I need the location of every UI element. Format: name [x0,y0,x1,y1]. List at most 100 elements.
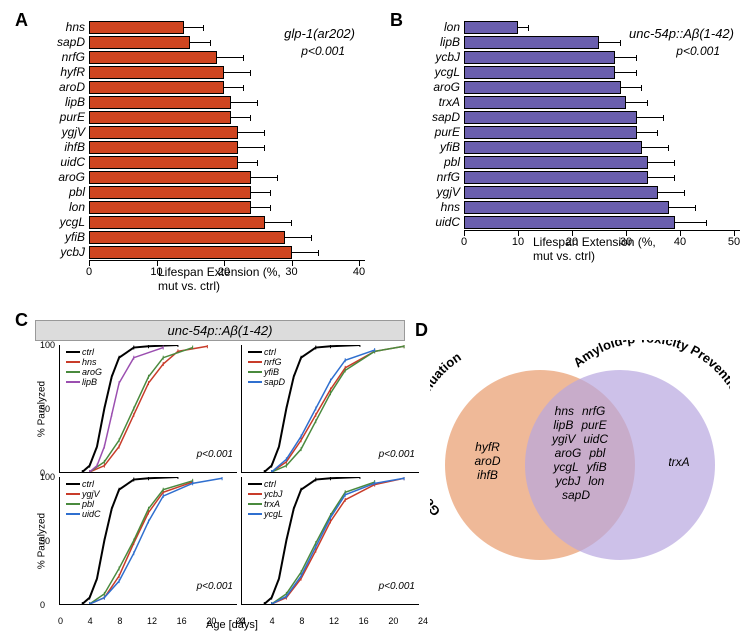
venn-left-genes: hyfRaroDihfB [460,440,515,482]
panel-a-label: A [15,10,28,31]
panel-b-label: B [390,10,403,31]
bar-label: purE [35,110,89,124]
subplot-legend: ctrlhnsaroGlipB [66,347,102,387]
bar-row: uidC [35,155,365,169]
bar-label: lipB [35,95,89,109]
bar-label: sapD [35,35,89,49]
bar-row: sapD [35,35,365,49]
panel-b-bars: lonlipBycbJycgLaroGtrxAsapDpurEyfiBpblnr… [410,20,740,229]
x-tick-label: 20 [566,236,578,248]
bar-label: aroG [410,80,464,94]
panel-b-barchart: unc-54p::Aβ(1-42) p<0.001 lonlipBycbJycg… [410,20,740,280]
panel-a-barchart: glp-1(ar202) p<0.001 hnssapDnrfGhyfRaroD… [35,20,365,300]
bar-row: yfiB [35,230,365,244]
bar-label: nrfG [35,50,89,64]
subplot-legend: ctrlycbJtrxAycgL [248,479,283,519]
bar-label: uidC [35,155,89,169]
x-tick-label: 0 [461,236,467,248]
y-tick-label: 50 [40,536,50,546]
subplot-pvalue: p<0.001 [379,449,415,460]
bar-row: purE [35,110,365,124]
bar-label: nrfG [410,170,464,184]
x-tick-label: 0 [86,266,92,278]
venn-overlap-genes: hnsnrfGlipBpurEygiVuidCaroGpblycgLyfiByc… [532,404,628,502]
panel-d-label: D [415,320,428,341]
bar-row: nrfG [410,170,740,184]
bar-label: lon [35,200,89,214]
bar-label: yfiB [35,230,89,244]
x-tick-label: 10 [150,266,162,278]
bar-label: uidC [410,215,464,229]
panel-c-label: C [15,310,28,331]
x-tick-label: 40 [674,236,686,248]
y-tick-label: 100 [40,340,55,350]
subplot-legend: ctrlygjVpbluidC [66,479,101,519]
bar-row: hns [410,200,740,214]
panel-b-xaxis: Lifespan Extension (%, mut vs. ctrl) 010… [464,230,740,259]
bar-row: ycgL [35,215,365,229]
bar-label: ygjV [410,185,464,199]
panel-c-lines: unc-54p::Aβ(1-42) ctrlhnsaroGlipBp<0.001… [35,320,405,620]
bar-row: pbl [410,155,740,169]
bar-row: hyfR [35,65,365,79]
subplot: ctrlycbJtrxAycgLp<0.00104812162024 [241,477,419,605]
panel-a-bars: hnssapDnrfGhyfRaroDlipBpurEygjVihfBuidCa… [35,20,365,259]
bar-row: lon [410,20,740,34]
bar-row: ycbJ [35,245,365,259]
bar-row: ygjV [410,185,740,199]
y-tick-label: 50 [40,404,50,414]
bar-label: lipB [410,35,464,49]
bar-label: pbl [410,155,464,169]
bar-label: ycgL [410,65,464,79]
subplot: ctrlnrfGyfiBsapD p<0.001 [241,345,419,473]
y-tick-label: 100 [40,472,55,482]
bar-row: pbl [35,185,365,199]
bar-label: hns [35,20,89,34]
bar-row: lipB [410,35,740,49]
bar-label: yfiB [410,140,464,154]
subplot-pvalue: p<0.001 [197,581,233,592]
bar-label: aroG [35,170,89,184]
subplot: ctrlygjVpbluidCp<0.001% Paralyzed0501000… [59,477,237,605]
panel-a-xaxis: Lifespan Extension (%, mut vs. ctrl) 010… [89,260,365,289]
bar-label: pbl [35,185,89,199]
y-tick-label: 0 [40,600,45,610]
x-tick-label: 20 [218,266,230,278]
bar-row: ycgL [410,65,740,79]
bar-label: ihfB [35,140,89,154]
bar-row: hns [35,20,365,34]
bar-row: yfiB [410,140,740,154]
bar-row: lipB [35,95,365,109]
panel-c-xtitle: Age [days] [59,619,405,631]
bar-row: trxA [410,95,740,109]
figure-container: A B C D glp-1(ar202) p<0.001 hnssapDnrfG… [10,10,740,634]
bar-label: ycbJ [35,245,89,259]
bar-label: trxA [410,95,464,109]
venn-right-genes: trxA [654,455,704,469]
bar-label: hyfR [35,65,89,79]
bar-row: ihfB [35,140,365,154]
bar-label: ycgL [35,215,89,229]
panel-c-header: unc-54p::Aβ(1-42) [35,320,405,341]
bar-label: lon [410,20,464,34]
panel-d-venn: Germline Tumor Attenuation Amyloid-β Tox… [430,340,730,610]
bar-row: nrfG [35,50,365,64]
subplot-pvalue: p<0.001 [197,449,233,460]
bar-label: hns [410,200,464,214]
subplot-pvalue: p<0.001 [379,581,415,592]
bar-row: ycbJ [410,50,740,64]
bar-label: ygjV [35,125,89,139]
bar-row: purE [410,125,740,139]
subplot-legend: ctrlnrfGyfiBsapD [248,347,285,387]
bar-row: lon [35,200,365,214]
bar-label: aroD [35,80,89,94]
bar-row: aroG [410,80,740,94]
bar-label: purE [410,125,464,139]
x-tick-label: 10 [512,236,524,248]
panel-b-xtitle: Lifespan Extension (%, mut vs. ctrl) [533,235,671,263]
bar-label: ycbJ [410,50,464,64]
bar-row: aroG [35,170,365,184]
x-tick-label: 50 [728,236,740,248]
bar-row: ygjV [35,125,365,139]
bar-label: sapD [410,110,464,124]
